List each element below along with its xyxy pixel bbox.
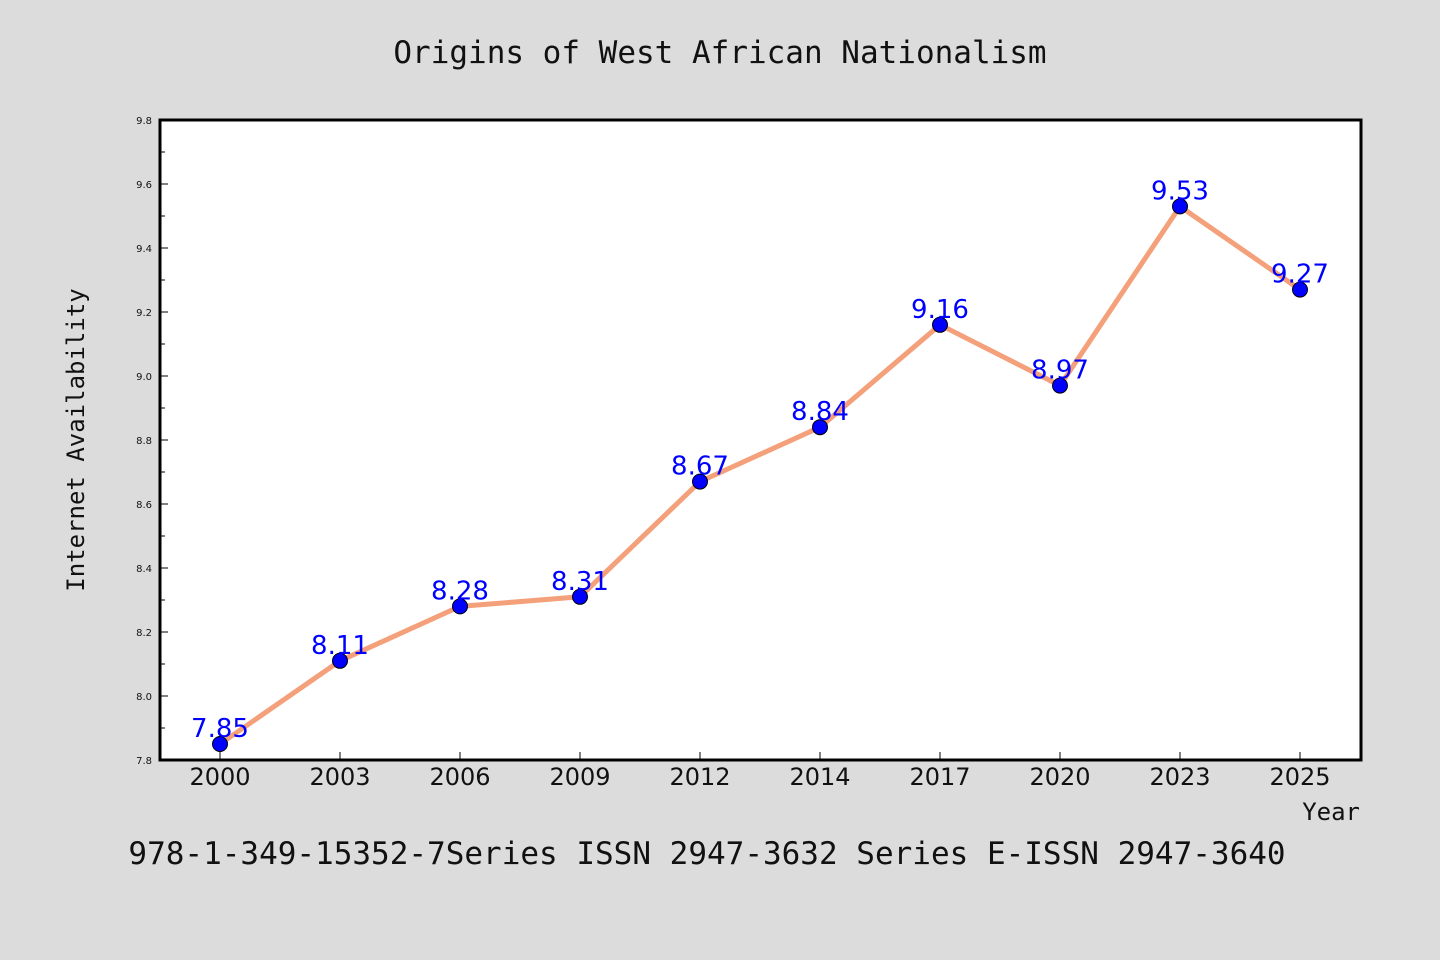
data-point	[212, 736, 228, 752]
data-label: 9.53	[1151, 176, 1209, 206]
y-tick-label: 9.6	[136, 180, 152, 191]
y-tick-label: 9.0	[136, 372, 152, 383]
x-tick-label: 2009	[549, 763, 610, 791]
y-axis-label: Internet Availability	[62, 288, 90, 591]
x-tick-label: 2014	[789, 763, 850, 791]
chart-title: Origins of West African Nationalism	[393, 35, 1046, 71]
data-point	[332, 652, 348, 669]
series-line	[218, 203, 1302, 747]
x-axis-label: Year	[1302, 798, 1360, 826]
y-tick-label: 9.8	[136, 116, 152, 127]
data-label: 9.27	[1271, 260, 1329, 290]
data-label: 8.97	[1031, 356, 1089, 386]
x-tick-label: 2000	[189, 763, 250, 791]
data-label: 7.85	[191, 714, 249, 744]
y-tick-label: 8.0	[136, 692, 152, 703]
y-tick-label: 8.2	[136, 628, 152, 639]
y-tick-label: 8.6	[136, 500, 152, 511]
x-tick-label: 2006	[429, 763, 490, 791]
data-point	[452, 598, 468, 615]
data-point	[692, 473, 708, 490]
data-label: 9.16	[911, 295, 969, 325]
data-label: 8.31	[551, 567, 609, 597]
y-tick-label: 9.4	[136, 244, 152, 255]
y-tick-label: 8.8	[136, 436, 152, 447]
x-tick-label: 2003	[309, 763, 370, 791]
x-tick-label: 2012	[669, 763, 730, 791]
y-tick-label: 9.2	[136, 308, 152, 319]
data-point	[812, 419, 828, 436]
plot-frame	[158, 118, 1363, 762]
data-point	[932, 316, 948, 333]
data-point	[1172, 198, 1188, 215]
data-label: 8.28	[431, 576, 489, 606]
series-layer: 7.85 8.11 8.28 8.31 8.67 8.84 9.16 8.97 9.53 9.27	[191, 176, 1329, 752]
data-label: 8.84	[791, 397, 849, 427]
data-point	[572, 588, 588, 605]
data-point	[1052, 377, 1068, 394]
data-point	[1292, 281, 1308, 298]
y-tick-label: 7.8	[136, 756, 152, 767]
footer-isbn-text: 978-1-349-15352-7Series ISSN 2947-3632 S…	[128, 836, 1285, 872]
data-label: 8.67	[671, 452, 729, 482]
data-label: 8.11	[311, 631, 369, 661]
y-tick-label: 8.4	[136, 564, 152, 575]
x-tick-label: 2025	[1269, 763, 1330, 791]
x-axis-ticks: 2000 2003 2006 2009 2012 2014 2017 2020 2023 2025	[189, 752, 1331, 791]
x-tick-label: 2020	[1029, 763, 1090, 791]
x-tick-label: 2017	[909, 763, 970, 791]
x-tick-label: 2023	[1149, 763, 1210, 791]
